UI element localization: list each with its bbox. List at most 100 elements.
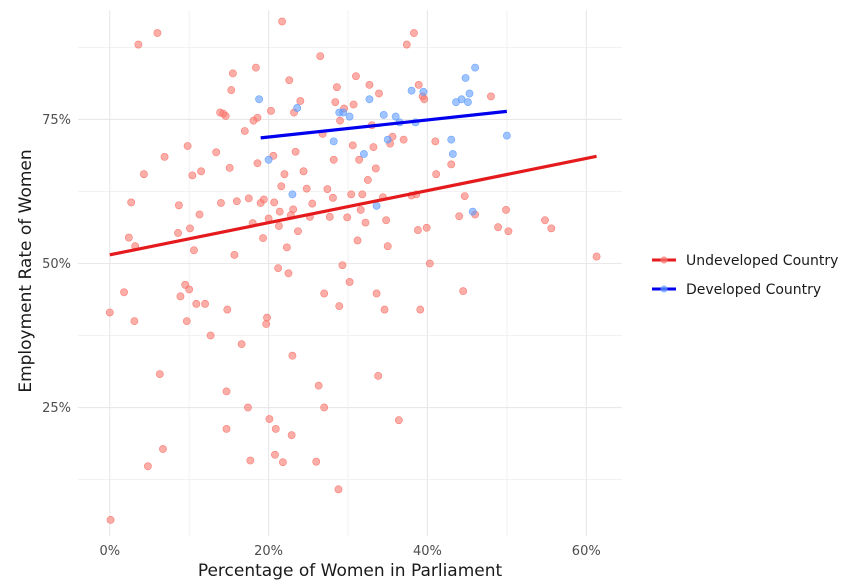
data-point <box>320 403 329 412</box>
data-point <box>274 264 283 273</box>
data-point <box>375 89 383 98</box>
data-point <box>329 137 338 146</box>
data-point <box>382 216 391 225</box>
data-point <box>153 29 162 37</box>
data-points <box>105 17 601 524</box>
data-point <box>338 261 347 270</box>
data-point <box>195 210 204 219</box>
data-point <box>494 223 503 232</box>
data-point <box>312 457 321 466</box>
data-point <box>448 150 457 158</box>
data-point <box>124 233 133 242</box>
x-axis-ticks: 0% 20% 40% 60% <box>99 544 600 559</box>
data-point <box>332 83 341 92</box>
data-point <box>347 190 356 199</box>
data-point <box>331 98 340 107</box>
data-point <box>293 104 302 112</box>
data-point <box>294 227 302 236</box>
data-point <box>455 212 464 221</box>
data-point <box>383 135 392 144</box>
data-point <box>361 218 370 227</box>
data-point <box>356 206 365 214</box>
data-point <box>285 76 294 85</box>
data-point <box>221 112 230 120</box>
data-point <box>201 299 209 308</box>
data-point <box>263 313 271 322</box>
y-tick-label: 25% <box>42 401 71 416</box>
data-point <box>134 40 143 49</box>
y-tick-label: 50% <box>42 257 71 272</box>
data-point <box>380 305 389 314</box>
grid <box>78 10 622 536</box>
data-point <box>323 185 332 194</box>
data-point <box>345 112 354 121</box>
data-point <box>227 86 236 94</box>
legend-label: Undeveloped Country <box>686 253 838 269</box>
data-point <box>547 224 556 233</box>
data-point <box>359 150 368 158</box>
data-point <box>190 246 198 255</box>
data-point <box>140 170 148 179</box>
data-point <box>106 515 115 524</box>
trend-line <box>109 154 597 257</box>
data-point <box>419 87 428 96</box>
data-point <box>320 289 329 298</box>
data-point <box>275 222 283 230</box>
data-point <box>348 141 357 150</box>
data-point <box>270 198 279 207</box>
x-tick-label: 60% <box>572 544 601 559</box>
data-point <box>217 199 225 207</box>
data-point <box>253 113 262 122</box>
data-point <box>185 285 194 294</box>
data-point <box>353 236 362 245</box>
data-point <box>225 163 234 172</box>
data-point <box>471 63 479 72</box>
trend-lines <box>109 109 597 257</box>
x-axis-title: Percentage of Women in Parliament <box>198 561 503 581</box>
data-point <box>502 206 510 214</box>
data-point <box>457 95 466 104</box>
data-point <box>468 207 477 216</box>
data-point <box>420 95 429 104</box>
data-point <box>502 131 511 140</box>
data-point <box>339 108 348 117</box>
data-point <box>422 223 431 232</box>
data-point <box>487 92 495 101</box>
data-point <box>447 135 456 144</box>
data-point <box>414 226 422 234</box>
data-point <box>105 308 114 317</box>
data-point <box>289 205 298 214</box>
data-point <box>416 305 425 314</box>
data-point <box>391 112 400 121</box>
data-point <box>291 147 300 156</box>
data-point <box>275 207 284 216</box>
data-point <box>271 424 280 433</box>
data-point <box>228 69 237 78</box>
legend: Undeveloped Country Developed Country <box>652 253 838 298</box>
data-point <box>176 292 185 301</box>
data-point <box>282 243 291 252</box>
data-point <box>379 110 388 119</box>
data-point <box>299 167 308 176</box>
data-point <box>223 305 232 314</box>
data-point <box>432 170 441 179</box>
data-point <box>230 250 239 259</box>
data-point <box>206 331 215 340</box>
data-point <box>372 201 381 210</box>
data-point <box>314 381 323 390</box>
data-point <box>288 190 297 199</box>
y-axis-title: Employment Rate of Women <box>16 149 36 392</box>
data-point <box>186 224 194 233</box>
data-point <box>265 415 274 423</box>
data-point <box>222 387 231 396</box>
data-point <box>371 164 380 173</box>
data-point <box>182 317 191 326</box>
data-point <box>271 450 279 459</box>
data-point <box>143 462 152 471</box>
y-tick-label: 75% <box>42 113 71 128</box>
legend-label: Developed Country <box>686 282 821 298</box>
data-point <box>369 143 378 152</box>
data-point <box>284 269 293 278</box>
data-point <box>188 171 197 180</box>
